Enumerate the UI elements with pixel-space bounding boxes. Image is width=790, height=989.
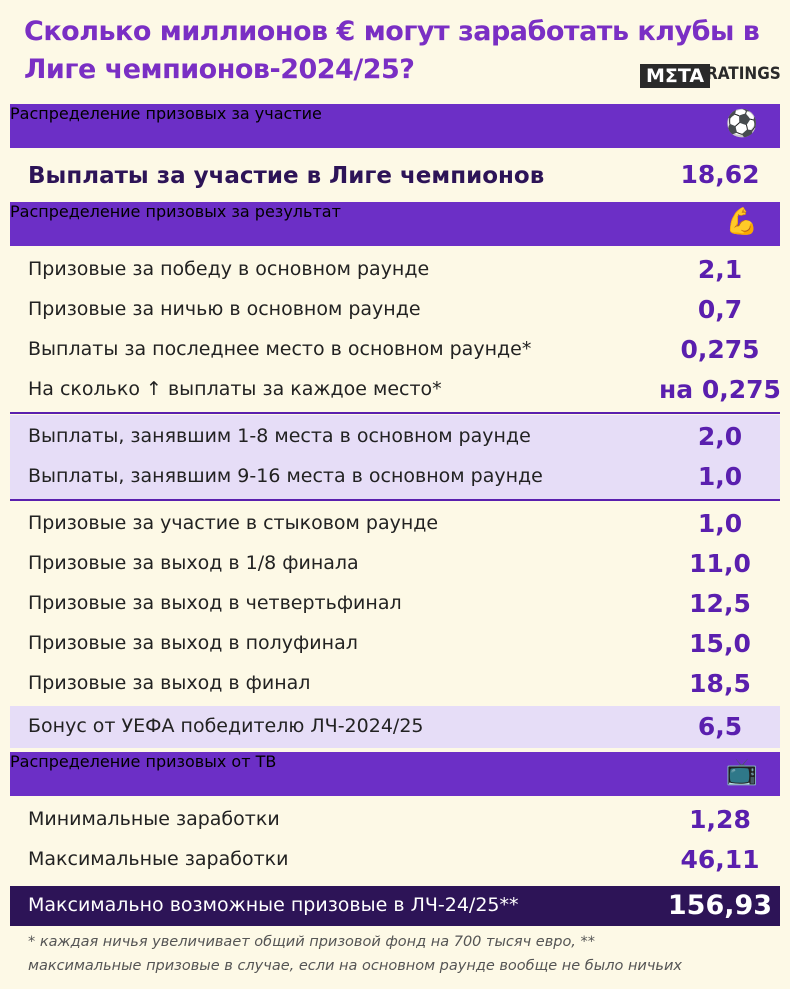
- row-label: Минимальные заработки: [28, 808, 280, 830]
- row-label: Призовые за победу в основном раунде: [28, 258, 430, 280]
- row-label: Призовые за участие в стыковом раунде: [28, 512, 439, 534]
- row-value: 2,1: [697, 255, 743, 284]
- row-label: Бонус от УЕФА победителю ЛЧ-2024/25: [28, 715, 424, 737]
- section-title: Распределение призовых за результат: [10, 202, 341, 221]
- row-label: Выплаты, занявшим 9-16 места в основном …: [28, 465, 543, 487]
- row-value: 0,7: [697, 295, 743, 324]
- row-label: Выплаты за участие в Лиге чемпионов: [28, 163, 545, 189]
- row-label: Максимальные заработки: [28, 848, 289, 870]
- logo-ratings: RATINGS: [706, 64, 781, 84]
- row-value: 2,0: [697, 422, 743, 451]
- row-label: Выплаты за последнее место в основном ра…: [28, 338, 532, 360]
- separator: [10, 499, 780, 501]
- section-icon: 📺: [725, 757, 758, 787]
- row-group: Минимальные заработки 1,28 Максимальные за…: [10, 798, 780, 882]
- row-group: Выплаты за участие в Лиге чемпионов 18,62: [10, 150, 780, 200]
- total-label: Максимально возможные призовые в ЛЧ-24/2…: [28, 894, 519, 916]
- row-value: 12,5: [689, 589, 751, 618]
- row-value: 11,0: [689, 549, 751, 578]
- row-label: Призовые за ничью в основном раунде: [28, 298, 421, 320]
- section-header: Распределение призовых за участие ⚽: [10, 104, 780, 148]
- title-line: Лиге чемпионов-2024/25?: [24, 54, 415, 85]
- row-group: Призовые за победу в основном раунде 2,1 П…: [10, 248, 781, 412]
- row-group: Призовые за участие в стыковом раунде 1,0…: [10, 502, 780, 706]
- row-value: 1,28: [689, 805, 751, 834]
- row-value: 15,0: [689, 629, 751, 658]
- section-title: Распределение призовых от ТВ: [10, 752, 277, 771]
- section-icon: 💪: [725, 207, 758, 237]
- row-value: 18,5: [689, 669, 751, 698]
- row-label: Призовые за выход в 1/8 финала: [28, 552, 359, 574]
- row-group: Выплаты, занявшим 1-8 места в основном р…: [10, 415, 780, 499]
- total-row: Максимально возможные призовые в ЛЧ-24/2…: [10, 886, 780, 926]
- footnote: * каждая ничья увеличивает общий призово…: [28, 934, 596, 950]
- total-value: 156,93: [667, 890, 773, 921]
- separator: [10, 412, 780, 414]
- section-header: Распределение призовых за результат 💪: [10, 202, 780, 246]
- row-value: 46,11: [680, 845, 760, 874]
- section-header: Распределение призовых от ТВ 📺: [10, 752, 780, 796]
- row-group: Бонус от УЕФА победителю ЛЧ-2024/25 6,5: [10, 706, 780, 748]
- row-value: 6,5: [697, 712, 743, 741]
- title-line: Сколько миллионов € могут заработать клу…: [24, 16, 760, 47]
- row-value: 0,275: [680, 335, 760, 364]
- row-label: Призовые за выход в четвертьфинал: [28, 592, 402, 614]
- footnote: максимальные призовые в случае, если на …: [28, 958, 682, 974]
- row-value: 18,62: [680, 160, 760, 189]
- row-value: 1,0: [697, 509, 743, 538]
- row-value: 1,0: [697, 462, 743, 491]
- row-value: на 0,275: [659, 375, 781, 404]
- section-title: Распределение призовых за участие: [10, 104, 322, 123]
- logo-meta: MΣTA: [640, 64, 711, 88]
- row-label: Призовые за выход в финал: [28, 672, 311, 694]
- row-label: Призовые за выход в полуфинал: [28, 632, 358, 654]
- row-label: Выплаты, занявшим 1-8 места в основном р…: [28, 425, 531, 447]
- row-label: На сколько ↑ выплаты за каждое место*: [28, 378, 442, 400]
- section-icon: ⚽: [725, 109, 758, 139]
